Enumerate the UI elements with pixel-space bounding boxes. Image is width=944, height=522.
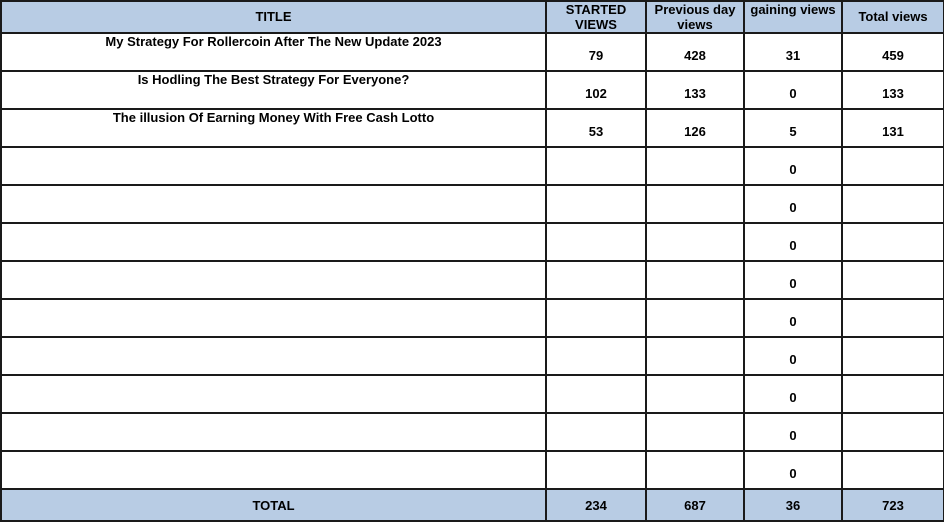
cell-started-views[interactable]: 53 xyxy=(545,108,647,148)
cell-gaining-views[interactable]: 0 xyxy=(743,336,843,376)
cell-total-views[interactable] xyxy=(841,450,944,490)
header-started-views[interactable]: STARTED VIEWS xyxy=(545,0,647,34)
cell-gaining-views[interactable]: 0 xyxy=(743,260,843,300)
cell-total-views[interactable]: 459 xyxy=(841,32,944,72)
cell-previous-day-views[interactable] xyxy=(645,222,745,262)
cell-total-views[interactable] xyxy=(841,260,944,300)
cell-gaining-views[interactable]: 0 xyxy=(743,146,843,186)
cell-title[interactable] xyxy=(0,146,547,186)
cell-started-views[interactable] xyxy=(545,450,647,490)
cell-title[interactable] xyxy=(0,222,547,262)
cell-previous-day-views[interactable] xyxy=(645,260,745,300)
cell-total-views[interactable] xyxy=(841,222,944,262)
table-row: The illusion Of Earning Money With Free … xyxy=(0,108,944,148)
cell-previous-day-views[interactable]: 126 xyxy=(645,108,745,148)
total-total-views[interactable]: 723 xyxy=(841,488,944,522)
cell-title[interactable] xyxy=(0,298,547,338)
cell-started-views[interactable] xyxy=(545,336,647,376)
table-row: Is Hodling The Best Strategy For Everyon… xyxy=(0,70,944,110)
cell-gaining-views[interactable]: 0 xyxy=(743,184,843,224)
header-gaining-views[interactable]: gaining views xyxy=(743,0,843,34)
cell-title[interactable]: The illusion Of Earning Money With Free … xyxy=(0,108,547,148)
cell-title[interactable] xyxy=(0,336,547,376)
cell-title[interactable] xyxy=(0,374,547,414)
cell-started-views[interactable] xyxy=(545,146,647,186)
header-previous-day-views[interactable]: Previous day views xyxy=(645,0,745,34)
cell-previous-day-views[interactable]: 428 xyxy=(645,32,745,72)
cell-started-views[interactable] xyxy=(545,412,647,452)
header-total-views[interactable]: Total views xyxy=(841,0,944,34)
cell-gaining-views[interactable]: 31 xyxy=(743,32,843,72)
table-row: 0 xyxy=(0,374,944,414)
cell-total-views[interactable] xyxy=(841,412,944,452)
table-row: 0 xyxy=(0,184,944,224)
cell-started-views[interactable] xyxy=(545,374,647,414)
cell-previous-day-views[interactable] xyxy=(645,184,745,224)
cell-previous-day-views[interactable] xyxy=(645,374,745,414)
cell-title[interactable]: Is Hodling The Best Strategy For Everyon… xyxy=(0,70,547,110)
cell-previous-day-views[interactable]: 133 xyxy=(645,70,745,110)
cell-title[interactable] xyxy=(0,412,547,452)
cell-gaining-views[interactable]: 0 xyxy=(743,70,843,110)
table-row: 0 xyxy=(0,222,944,262)
totals-label[interactable]: TOTAL xyxy=(0,488,547,522)
cell-total-views[interactable] xyxy=(841,184,944,224)
cell-total-views[interactable]: 133 xyxy=(841,70,944,110)
cell-started-views[interactable] xyxy=(545,222,647,262)
table-row: 0 xyxy=(0,450,944,490)
cell-title[interactable]: My Strategy For Rollercoin After The New… xyxy=(0,32,547,72)
cell-total-views[interactable] xyxy=(841,336,944,376)
cell-gaining-views[interactable]: 0 xyxy=(743,450,843,490)
cell-previous-day-views[interactable] xyxy=(645,298,745,338)
cell-started-views[interactable]: 102 xyxy=(545,70,647,110)
total-previous-day-views[interactable]: 687 xyxy=(645,488,745,522)
cell-gaining-views[interactable]: 0 xyxy=(743,298,843,338)
cell-started-views[interactable]: 79 xyxy=(545,32,647,72)
cell-previous-day-views[interactable] xyxy=(645,450,745,490)
total-started-views[interactable]: 234 xyxy=(545,488,647,522)
cell-previous-day-views[interactable] xyxy=(645,412,745,452)
cell-previous-day-views[interactable] xyxy=(645,146,745,186)
header-title[interactable]: TITLE xyxy=(0,0,547,34)
cell-started-views[interactable] xyxy=(545,184,647,224)
table-row: My Strategy For Rollercoin After The New… xyxy=(0,32,944,72)
cell-gaining-views[interactable]: 0 xyxy=(743,222,843,262)
header-row: TITLE STARTED VIEWS Previous day views g… xyxy=(0,0,944,34)
table-row: 0 xyxy=(0,412,944,452)
cell-previous-day-views[interactable] xyxy=(645,336,745,376)
cell-title[interactable] xyxy=(0,450,547,490)
cell-gaining-views[interactable]: 0 xyxy=(743,374,843,414)
table-row: 0 xyxy=(0,146,944,186)
cell-title[interactable] xyxy=(0,260,547,300)
cell-total-views[interactable] xyxy=(841,298,944,338)
cell-gaining-views[interactable]: 5 xyxy=(743,108,843,148)
table-row: 0 xyxy=(0,336,944,376)
cell-started-views[interactable] xyxy=(545,298,647,338)
cell-total-views[interactable] xyxy=(841,374,944,414)
cell-gaining-views[interactable]: 0 xyxy=(743,412,843,452)
cell-total-views[interactable]: 131 xyxy=(841,108,944,148)
table-row: 0 xyxy=(0,260,944,300)
cell-total-views[interactable] xyxy=(841,146,944,186)
cell-started-views[interactable] xyxy=(545,260,647,300)
table-row: 0 xyxy=(0,298,944,338)
cell-title[interactable] xyxy=(0,184,547,224)
totals-row: TOTAL 234 687 36 723 xyxy=(0,488,944,522)
total-gaining-views[interactable]: 36 xyxy=(743,488,843,522)
